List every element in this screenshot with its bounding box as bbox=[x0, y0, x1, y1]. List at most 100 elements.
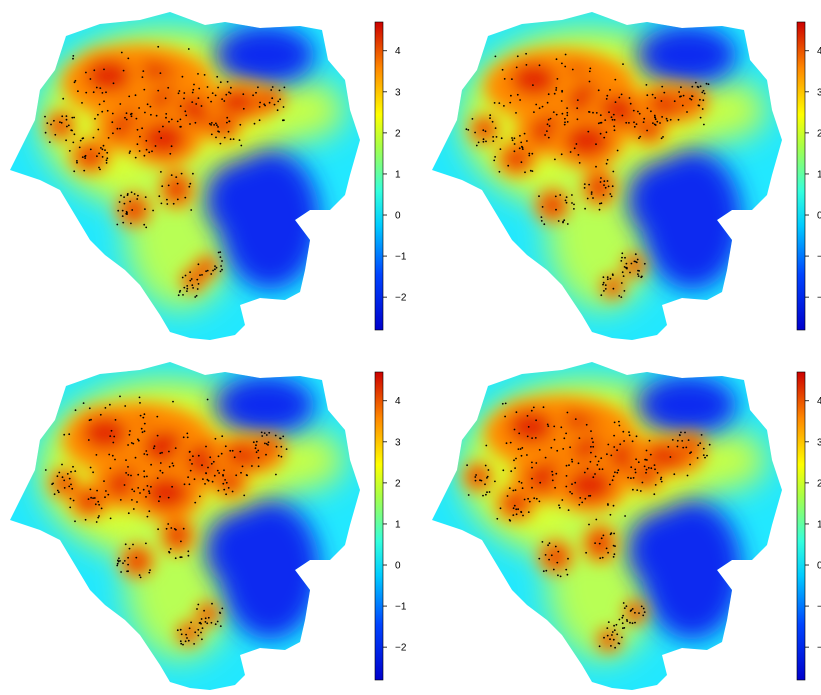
event-point bbox=[621, 114, 624, 117]
event-point bbox=[467, 494, 470, 496]
event-point bbox=[209, 456, 212, 459]
event-point bbox=[542, 570, 545, 573]
event-point bbox=[613, 125, 616, 128]
event-point bbox=[613, 434, 615, 437]
event-point bbox=[145, 450, 148, 452]
event-point bbox=[279, 98, 281, 101]
event-point bbox=[592, 197, 594, 199]
event-point bbox=[564, 117, 566, 120]
event-point bbox=[133, 490, 136, 493]
event-point bbox=[513, 137, 516, 140]
event-point bbox=[703, 92, 706, 95]
event-point bbox=[152, 209, 155, 212]
event-point bbox=[117, 209, 120, 212]
event-point bbox=[138, 107, 141, 109]
event-point bbox=[563, 123, 566, 126]
event-point bbox=[160, 202, 163, 205]
event-point bbox=[561, 90, 563, 93]
event-point bbox=[628, 431, 630, 433]
event-point bbox=[210, 133, 213, 136]
event-point bbox=[106, 109, 109, 112]
event-point bbox=[219, 256, 222, 258]
event-point bbox=[123, 484, 126, 486]
event-point bbox=[170, 145, 173, 148]
event-point bbox=[605, 162, 608, 165]
density-region bbox=[508, 410, 554, 444]
event-point bbox=[599, 202, 601, 205]
event-point bbox=[257, 456, 260, 459]
event-point bbox=[605, 131, 608, 134]
event-point bbox=[562, 221, 564, 224]
map-panel-bottom-left: 4 3 2 1 0 −1 −2 bbox=[10, 362, 407, 690]
event-point bbox=[566, 111, 569, 114]
event-point bbox=[612, 274, 614, 276]
event-point bbox=[197, 634, 200, 637]
event-point bbox=[515, 457, 517, 460]
event-point bbox=[71, 487, 74, 490]
event-point bbox=[673, 100, 676, 103]
event-point bbox=[165, 527, 168, 530]
event-point bbox=[618, 424, 621, 427]
event-point bbox=[653, 114, 656, 117]
event-point bbox=[643, 465, 646, 468]
event-point bbox=[550, 446, 553, 449]
density-region bbox=[679, 436, 701, 452]
event-point bbox=[656, 472, 659, 474]
event-point bbox=[631, 608, 634, 610]
event-point bbox=[81, 156, 84, 159]
event-point bbox=[509, 441, 512, 444]
event-point bbox=[144, 196, 147, 199]
event-point bbox=[543, 223, 546, 226]
event-point bbox=[170, 118, 173, 121]
event-point bbox=[629, 271, 631, 274]
event-point bbox=[58, 471, 61, 474]
event-point bbox=[223, 469, 225, 472]
event-point bbox=[631, 440, 634, 443]
event-point bbox=[484, 483, 486, 486]
event-point bbox=[528, 154, 531, 157]
event-point bbox=[73, 170, 76, 173]
event-point bbox=[638, 112, 641, 115]
event-point bbox=[700, 434, 703, 436]
event-point bbox=[538, 500, 541, 503]
event-point bbox=[660, 100, 663, 102]
event-point bbox=[225, 93, 228, 96]
event-point bbox=[217, 86, 220, 89]
event-point bbox=[182, 643, 184, 646]
event-point bbox=[168, 120, 170, 123]
event-point bbox=[270, 89, 273, 91]
event-point bbox=[265, 443, 268, 445]
event-point bbox=[142, 488, 145, 491]
event-point bbox=[515, 508, 518, 511]
event-point bbox=[654, 484, 657, 486]
event-point bbox=[640, 275, 643, 278]
event-point bbox=[653, 123, 656, 126]
event-point bbox=[137, 473, 140, 476]
event-point bbox=[647, 467, 650, 469]
event-point bbox=[97, 128, 100, 131]
event-point bbox=[179, 125, 182, 128]
colorbar: 4 3 2 1 0 − − bbox=[796, 21, 821, 331]
colorbar-tick-label: 0 bbox=[395, 561, 401, 572]
event-point bbox=[518, 480, 521, 483]
event-point bbox=[216, 469, 219, 472]
event-point bbox=[550, 554, 553, 557]
event-point bbox=[618, 420, 620, 423]
event-point bbox=[221, 268, 223, 271]
event-point bbox=[241, 465, 244, 468]
event-point bbox=[564, 53, 567, 56]
event-point bbox=[138, 150, 141, 152]
event-point bbox=[606, 627, 609, 629]
event-point bbox=[226, 121, 228, 124]
event-point bbox=[146, 515, 149, 518]
event-point bbox=[70, 483, 72, 486]
event-point bbox=[623, 440, 625, 442]
density-region bbox=[51, 116, 70, 135]
colorbar-tick-label: 3 bbox=[395, 437, 401, 448]
event-point bbox=[558, 504, 560, 507]
event-point bbox=[109, 403, 111, 406]
event-point bbox=[565, 464, 568, 467]
event-point bbox=[69, 497, 72, 500]
event-point bbox=[227, 487, 230, 489]
event-point bbox=[134, 456, 137, 459]
